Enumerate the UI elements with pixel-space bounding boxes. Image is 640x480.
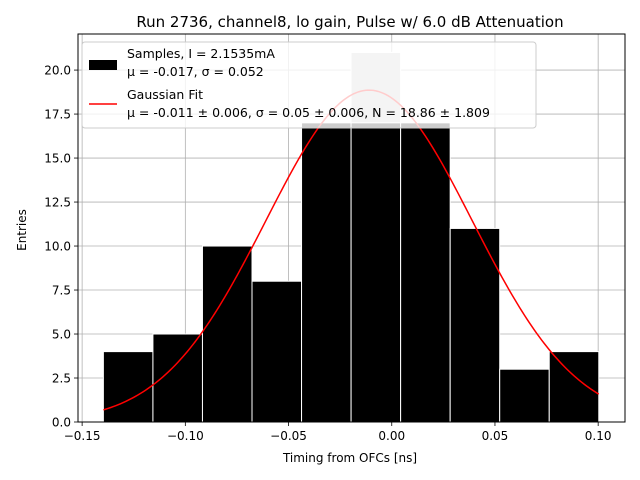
legend: Samples, I = 2.1535mA μ = -0.017, σ = 0.… xyxy=(81,41,537,129)
y-tick-label: 2.5 xyxy=(52,372,71,386)
y-tick-label: 0.0 xyxy=(52,416,71,430)
legend-label-samples: Samples, I = 2.1535mA xyxy=(127,46,275,61)
histogram-bar xyxy=(251,280,303,423)
x-tick-label: −0.15 xyxy=(64,429,101,443)
x-axis-ticks: −0.15 −0.10 −0.05 0.00 0.05 0.10 xyxy=(64,422,612,443)
histogram-bar xyxy=(548,351,600,423)
y-axis-ticks: 0.0 2.5 5.0 7.5 10.0 12.5 15.0 17.5 20.0 xyxy=(44,64,78,430)
chart-title: Run 2736, channel8, lo gain, Pulse w/ 6.… xyxy=(136,13,563,31)
y-tick-label: 5.0 xyxy=(52,328,71,342)
y-tick-label: 10.0 xyxy=(44,240,71,254)
plot-frame xyxy=(77,33,626,423)
histogram-bar xyxy=(400,122,451,423)
histogram-bar xyxy=(350,122,402,423)
x-axis-label: Timing from OFCs [ns] xyxy=(282,451,417,465)
x-tick-label: 0.10 xyxy=(585,429,612,443)
legend-label-samples-stats: μ = -0.017, σ = 0.052 xyxy=(127,64,264,79)
x-tick-label: 0.05 xyxy=(482,429,509,443)
legend-label-fit-params: μ = -0.011 ± 0.006, σ = 0.05 ± 0.006, N … xyxy=(127,105,490,120)
y-tick-label: 7.5 xyxy=(52,284,71,298)
y-tick-label: 20.0 xyxy=(44,64,71,78)
y-tick-label: 17.5 xyxy=(44,108,71,122)
legend-box xyxy=(81,41,537,129)
histogram-bar xyxy=(152,333,203,423)
histogram-bar xyxy=(201,245,253,423)
legend-label-fit: Gaussian Fit xyxy=(127,87,203,102)
histogram-bar xyxy=(301,122,352,423)
histogram-bar xyxy=(449,227,501,423)
legend-swatch-samples xyxy=(89,60,117,70)
histogram-bar xyxy=(102,351,154,423)
x-tick-label: −0.10 xyxy=(167,429,204,443)
y-tick-label: 12.5 xyxy=(44,196,71,210)
histogram-bar xyxy=(499,368,550,423)
x-tick-label: −0.05 xyxy=(270,429,307,443)
y-tick-label: 15.0 xyxy=(44,152,71,166)
y-axis-label: Entries xyxy=(15,209,29,251)
x-tick-label: 0.00 xyxy=(378,429,405,443)
